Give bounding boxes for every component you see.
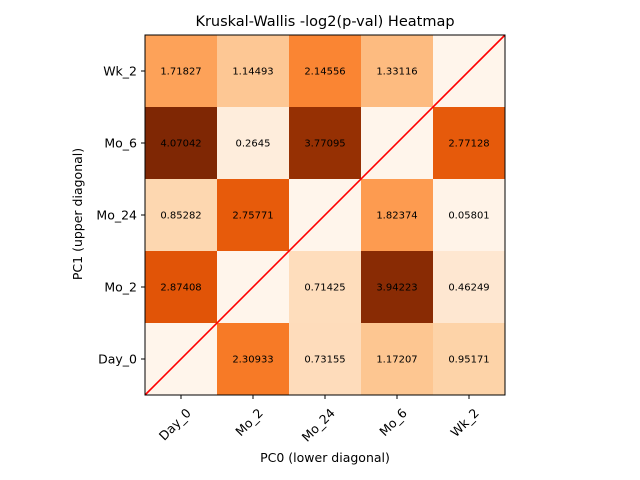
cell-value-label: 1.82374: [376, 211, 417, 222]
cell-value-label: 0.71425: [304, 283, 345, 294]
heatmap-cell: [433, 251, 506, 324]
heatmap-cell: [289, 251, 362, 324]
x-tick-label: Wk_2: [447, 405, 482, 440]
cell-value-label: 2.30933: [232, 355, 273, 366]
heatmap-cell: [361, 323, 434, 396]
cell-value-label: 2.87408: [160, 283, 201, 294]
y-axis-ticks: Wk_2 Mo_6 Mo_24 Mo_2 Day_0: [96, 64, 145, 367]
x-axis-ticks: Day_0 Mo_2 Mo_24 Mo_6 Wk_2: [156, 395, 482, 445]
heatmap-cell: [217, 107, 290, 180]
cell-value-label: 2.14556: [304, 67, 345, 78]
diagonal-line: [144, 34, 506, 396]
cell-value-label: 1.71827: [160, 67, 201, 78]
cell-value-label: 1.17207: [376, 355, 417, 366]
cell-value-label: 2.75771: [232, 211, 273, 222]
cell-value-label: 0.95171: [448, 355, 489, 366]
heatmap-cell: [217, 323, 290, 396]
heatmap-cell: [289, 35, 362, 108]
heatmap-cell: [145, 179, 218, 252]
cell-value-label: 1.33116: [376, 67, 417, 78]
heatmap-cell: [361, 179, 434, 252]
y-tick-label: Wk_2: [103, 64, 137, 79]
chart-title: Kruskal-Wallis -log2(p-val) Heatmap: [195, 14, 454, 30]
x-tick-label: Mo_6: [376, 405, 410, 439]
heatmap-cell: [361, 251, 434, 324]
y-tick-label: Day_0: [98, 352, 137, 367]
heatmap-cell: [217, 35, 290, 108]
x-tick-label: Mo_24: [299, 405, 338, 444]
cell-value-label: 0.85282: [160, 211, 201, 222]
heatmap-cell: [361, 35, 434, 108]
heatmap-cell: [433, 179, 506, 252]
heatmap-cell: [217, 179, 290, 252]
y-tick-label: Mo_2: [104, 280, 137, 295]
heatmap-cell: [289, 323, 362, 396]
heatmap-cell: [289, 107, 362, 180]
y-axis-label: PC1 (upper diagonal): [70, 148, 85, 280]
cell-value-label: 1.14493: [232, 67, 273, 78]
cell-value-label: 3.77095: [304, 139, 345, 150]
heatmap-cell: [433, 323, 506, 396]
x-tick-label: Day_0: [156, 405, 194, 443]
x-axis-label: PC0 (lower diagonal): [260, 450, 390, 465]
y-tick-label: Mo_6: [104, 136, 137, 151]
cell-value-label: 0.05801: [448, 211, 489, 222]
cell-value-labels: 1.71827 1.14493 2.14556 1.33116 4.07042 0.264…: [160, 67, 489, 366]
heatmap-cell: [145, 35, 218, 108]
heatmap-cells: [145, 35, 506, 396]
x-tick-label: Mo_2: [232, 405, 266, 439]
cell-value-label: 0.2645: [236, 139, 271, 150]
cell-value-label: 0.73155: [304, 355, 345, 366]
cell-value-label: 2.77128: [448, 139, 489, 150]
cell-value-label: 3.94223: [376, 283, 417, 294]
cell-value-label: 0.46249: [448, 283, 489, 294]
cell-value-label: 4.07042: [160, 139, 201, 150]
heatmap-cell: [433, 107, 506, 180]
heatmap-cell: [145, 107, 218, 180]
y-tick-label: Mo_24: [96, 208, 137, 223]
heatmap-cell: [145, 251, 218, 324]
